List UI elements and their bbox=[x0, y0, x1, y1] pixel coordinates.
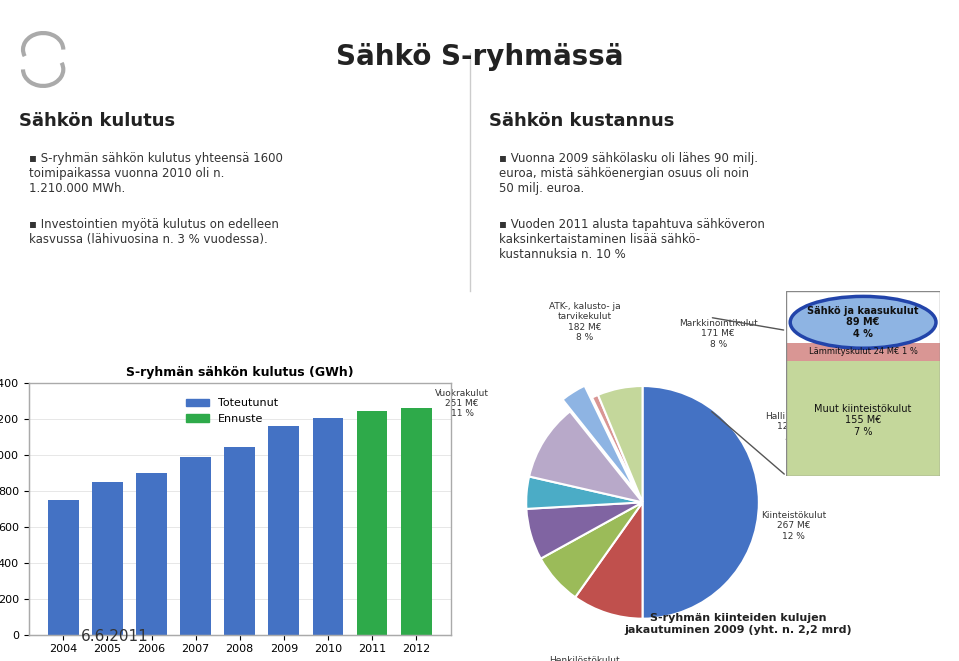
Wedge shape bbox=[563, 386, 635, 490]
Text: Muut kiinteistökulut
155 M€
7 %: Muut kiinteistökulut 155 M€ 7 % bbox=[814, 404, 912, 437]
Text: Henkilöstökulut
1 252 M€
56 %: Henkilöstökulut 1 252 M€ 56 % bbox=[550, 656, 620, 661]
Bar bbox=[224, 447, 255, 635]
Bar bbox=[269, 426, 299, 635]
Text: Sähkön kulutus: Sähkön kulutus bbox=[19, 112, 175, 130]
Bar bbox=[401, 408, 432, 635]
Text: Sähkö S-ryhmässä: Sähkö S-ryhmässä bbox=[336, 43, 623, 71]
Text: ▪ S-ryhmän sähkön kulutus yhteensä 1600
toimipaikassa vuonna 2010 oli n.
1.210.0: ▪ S-ryhmän sähkön kulutus yhteensä 1600 … bbox=[29, 152, 283, 195]
Text: S-ryhmän kiinteiden kulujen
jakautuminen 2009 (yht. n. 2,2 mrd): S-ryhmän kiinteiden kulujen jakautuminen… bbox=[624, 613, 853, 635]
Text: Sähkö ja kaasukulut
89 M€
4 %: Sähkö ja kaasukulut 89 M€ 4 % bbox=[807, 305, 919, 339]
Wedge shape bbox=[575, 502, 643, 619]
Text: Vuokrakulut
251 M€
11 %: Vuokrakulut 251 M€ 11 % bbox=[435, 389, 489, 418]
Bar bbox=[313, 418, 343, 635]
Wedge shape bbox=[541, 502, 643, 598]
Text: ▪ Vuonna 2009 sähkölasku oli lähes 90 milj.
euroa, mistä sähköenergian osuus oli: ▪ Vuonna 2009 sähkölasku oli lähes 90 mi… bbox=[499, 152, 758, 195]
Bar bbox=[786, 342, 940, 361]
Text: Markkinointikulut
171 M€
8 %: Markkinointikulut 171 M€ 8 % bbox=[679, 319, 758, 348]
Title: S-ryhmän sähkön kulutus (GWh): S-ryhmän sähkön kulutus (GWh) bbox=[126, 366, 354, 379]
Bar bbox=[786, 361, 940, 476]
Text: Hallintokulut
121 M€
5 %: Hallintokulut 121 M€ 5 % bbox=[765, 412, 823, 442]
Wedge shape bbox=[526, 502, 643, 559]
Wedge shape bbox=[598, 386, 643, 502]
Text: ▪ Vuoden 2011 alusta tapahtuva sähköveron
kaksinkertaistaminen lisää sähkö-
kust: ▪ Vuoden 2011 alusta tapahtuva sähkövero… bbox=[499, 218, 764, 261]
Bar bbox=[92, 482, 123, 635]
Wedge shape bbox=[529, 411, 643, 502]
Text: Kiinteistökulut
267 M€
12 %: Kiinteistökulut 267 M€ 12 % bbox=[761, 511, 827, 541]
Ellipse shape bbox=[790, 296, 936, 348]
Bar bbox=[48, 500, 79, 635]
Bar bbox=[180, 457, 211, 635]
Text: ▪ Investointien myötä kulutus on edelleen
kasvussa (lähivuosina n. 3 % vuodessa): ▪ Investointien myötä kulutus on edellee… bbox=[29, 218, 279, 246]
Legend: Toteutunut, Ennuste: Toteutunut, Ennuste bbox=[182, 394, 282, 428]
Wedge shape bbox=[643, 386, 759, 619]
Bar bbox=[357, 411, 387, 635]
Text: 6.6.2011: 6.6.2011 bbox=[82, 629, 149, 644]
Text: ATK-, kalusto- ja
tarvikekulut
182 M€
8 %: ATK-, kalusto- ja tarvikekulut 182 M€ 8 … bbox=[549, 302, 620, 342]
Text: Lämmityskulut 24 M€ 1 %: Lämmityskulut 24 M€ 1 % bbox=[808, 348, 918, 356]
Text: Sähkön kustannus: Sähkön kustannus bbox=[489, 112, 674, 130]
Wedge shape bbox=[592, 395, 643, 502]
Bar bbox=[136, 473, 167, 635]
Wedge shape bbox=[526, 477, 643, 509]
